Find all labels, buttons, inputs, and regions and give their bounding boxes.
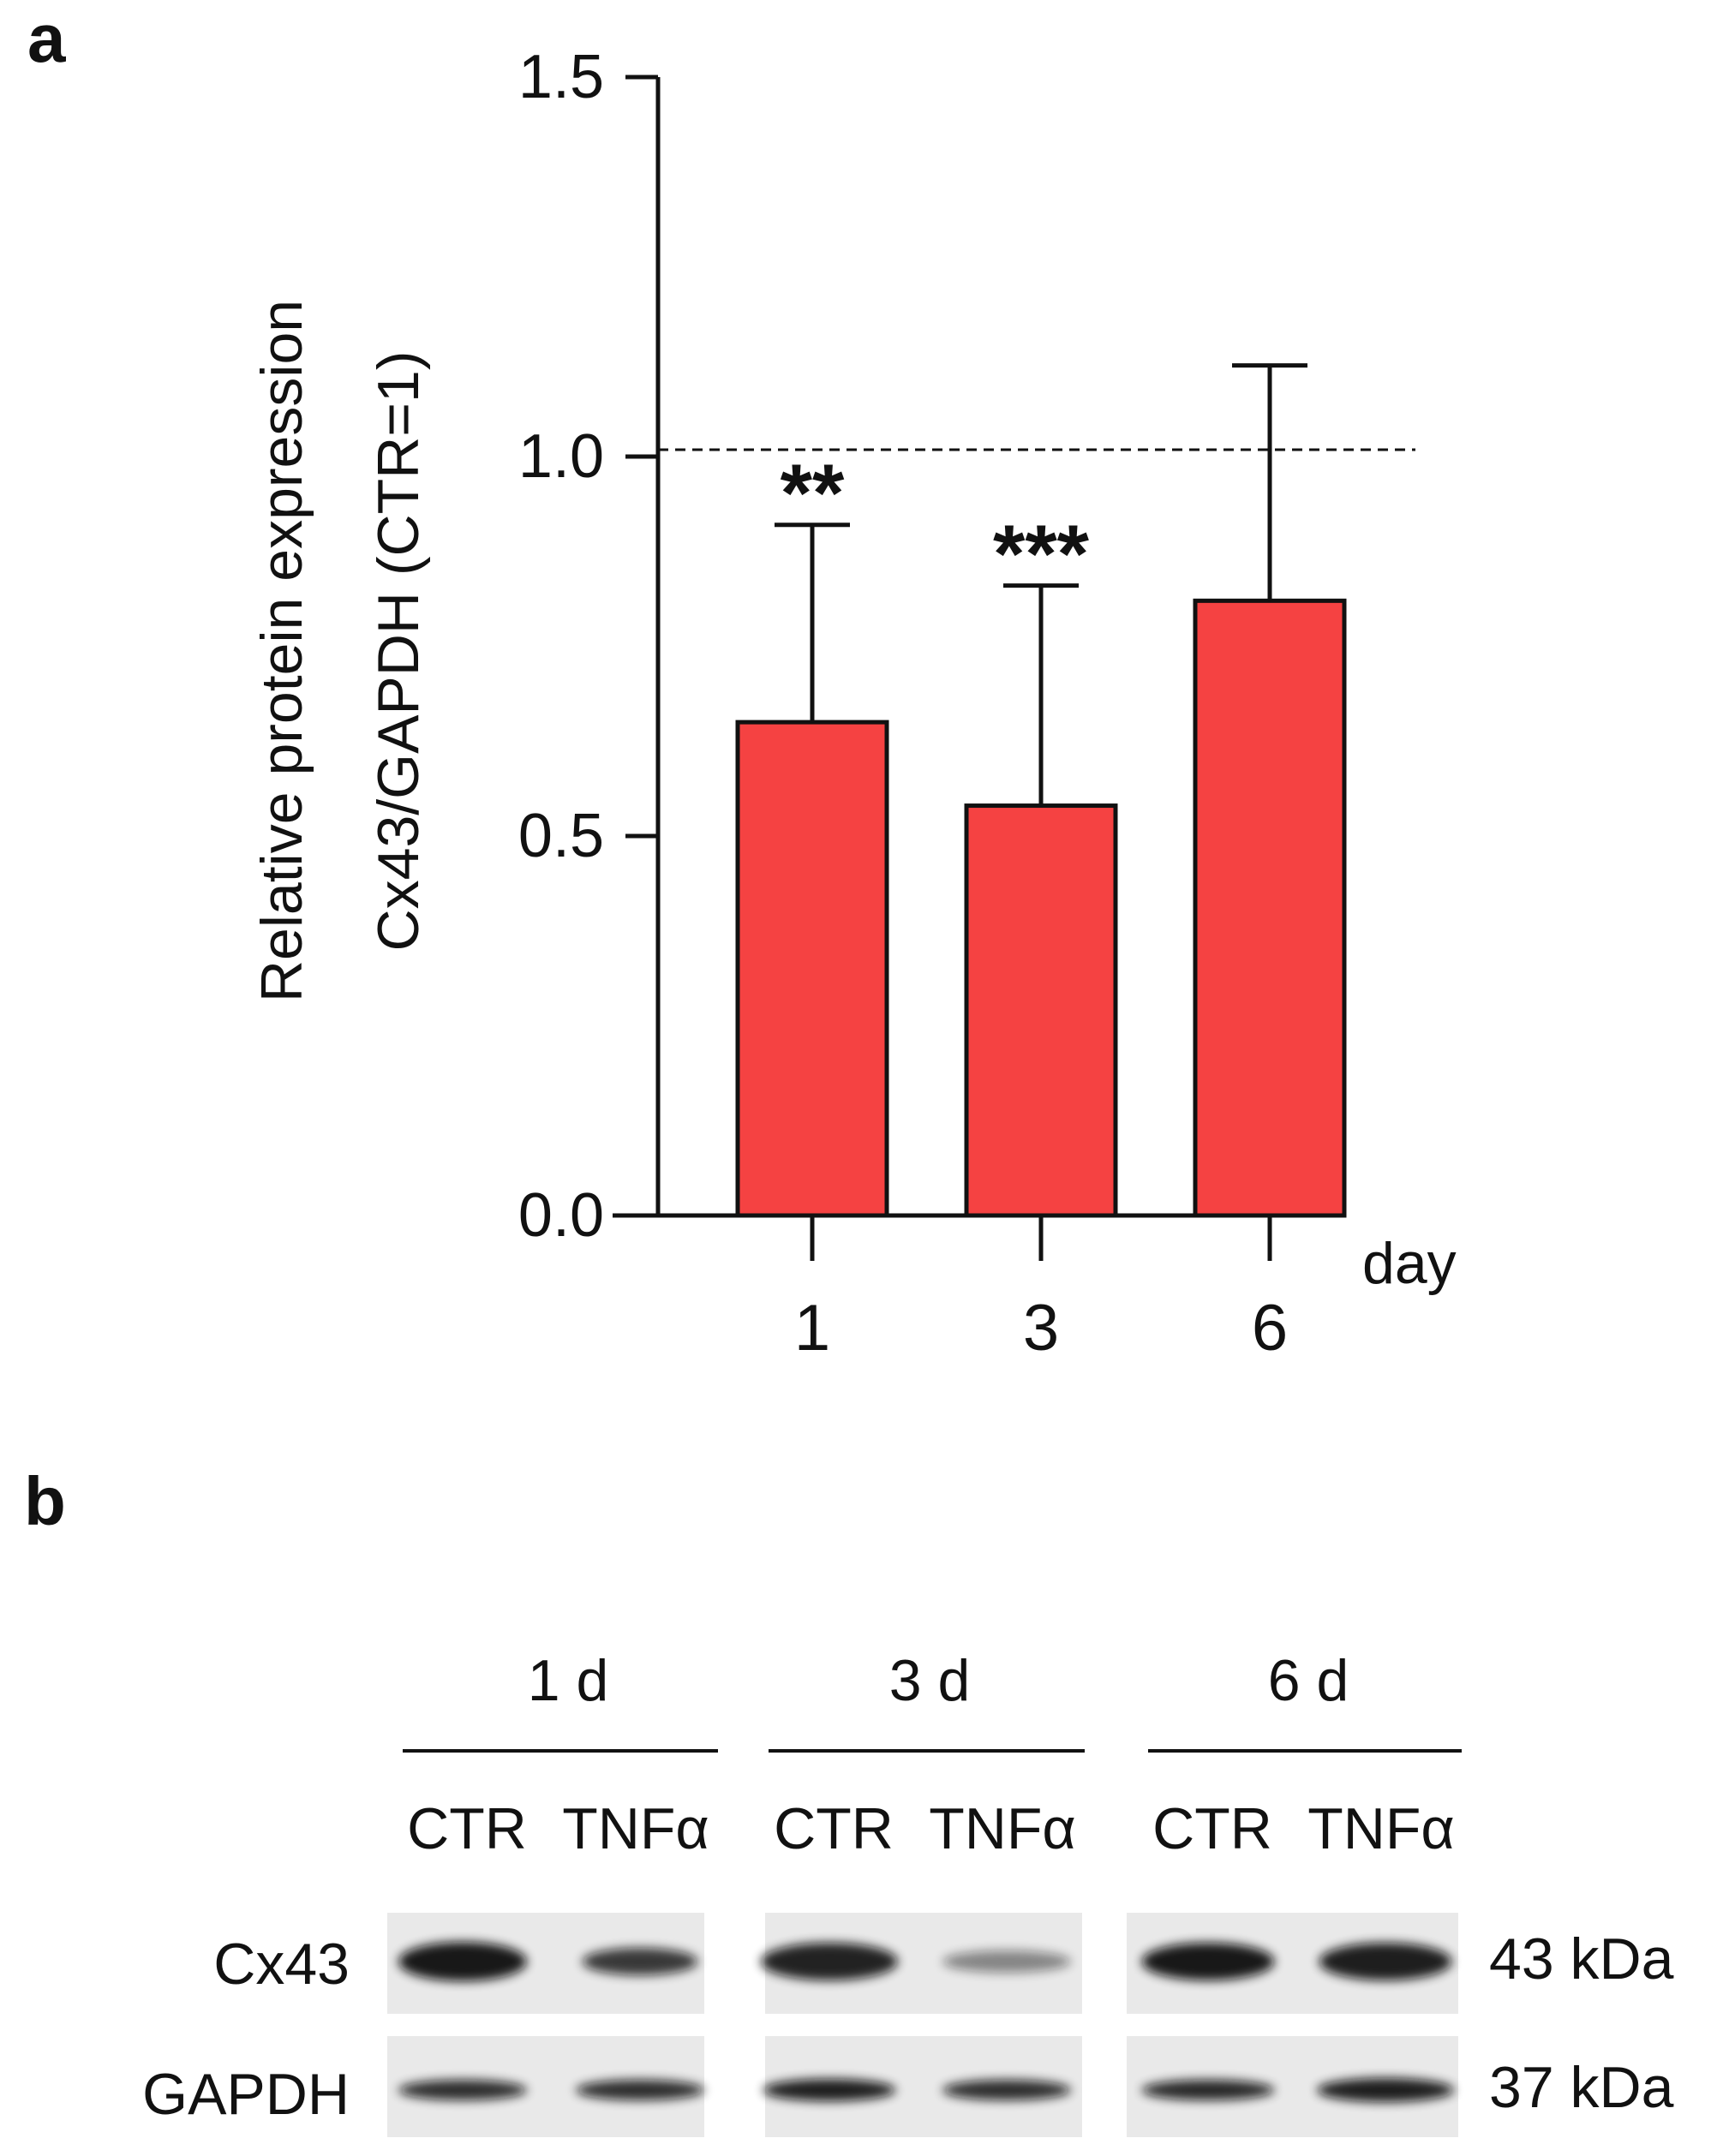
blot-band [942, 2080, 1071, 2100]
blot-protein-label: GAPDH [142, 2062, 350, 2127]
blot-size-label: 37 kDa [1489, 2055, 1674, 2120]
blot-band [1319, 1943, 1452, 1980]
y-ticks: 0.0 0.5 1.0 1.5 [518, 43, 658, 1250]
blot-band [1141, 1943, 1275, 1980]
blot-group-label: 1 d [528, 1648, 609, 1713]
blot-band [576, 2080, 704, 2100]
panel-letter-b: b [24, 1463, 66, 1539]
blot-band [761, 1943, 898, 1980]
blot-lane-label: CTR [1152, 1796, 1272, 1861]
blot-band [1141, 2080, 1275, 2100]
x-tick-label: 6 [1252, 1292, 1288, 1365]
blot-lane-label: TNFα [1307, 1796, 1455, 1861]
panel-letter-a: a [27, 0, 66, 76]
bar-chart: Relative protein expression Cx43/GAPDH (… [249, 43, 1457, 1365]
western-blot: 1 d CTR TNFα 3 d CTR TNFα 6 d CTR TNFα Cx43 43 kDa… [142, 1648, 1674, 2137]
x-tick-label: 1 [794, 1292, 830, 1365]
x-ticks: 1 3 6 [794, 1215, 1288, 1365]
blot-protein-label: Cx43 [213, 1932, 350, 1997]
blot-lane-label: TNFα [929, 1796, 1076, 1861]
x-axis-title: day [1362, 1231, 1457, 1296]
blot-lane-label: TNFα [562, 1796, 709, 1861]
bars: ***** [735, 363, 1347, 1218]
blot-lane-label: CTR [407, 1796, 527, 1861]
blot-band [1317, 2078, 1454, 2102]
significance-label: ** [781, 448, 845, 540]
blot-group-label: 6 d [1268, 1648, 1349, 1713]
blot-size-label: 43 kDa [1489, 1926, 1674, 1992]
y-tick-label: 1.0 [518, 422, 604, 491]
blot-band [398, 2080, 527, 2100]
blot-band [398, 1942, 527, 1981]
bar-day-6 [1193, 598, 1347, 1218]
y-tick-label: 0.5 [518, 802, 604, 870]
blot-group-label: 3 d [889, 1648, 971, 1713]
y-axis-title-line1: Relative protein expression [249, 300, 314, 1002]
y-tick-label: 0.0 [518, 1181, 604, 1250]
significance-label: *** [993, 509, 1090, 600]
bar-day-1 [735, 720, 889, 1218]
blot-lane-label: CTR [774, 1796, 894, 1861]
y-axis-title: Relative protein expression Cx43/GAPDH (… [249, 300, 431, 1002]
blot-band [763, 2079, 896, 2101]
y-axis-title-line2: Cx43/GAPDH (CTR=1) [366, 351, 431, 952]
blot-band [942, 1950, 1071, 1973]
blot-band [582, 1948, 698, 1975]
y-tick-label: 1.5 [518, 43, 604, 111]
bar-day-3 [964, 803, 1118, 1218]
x-tick-label: 3 [1023, 1292, 1059, 1365]
